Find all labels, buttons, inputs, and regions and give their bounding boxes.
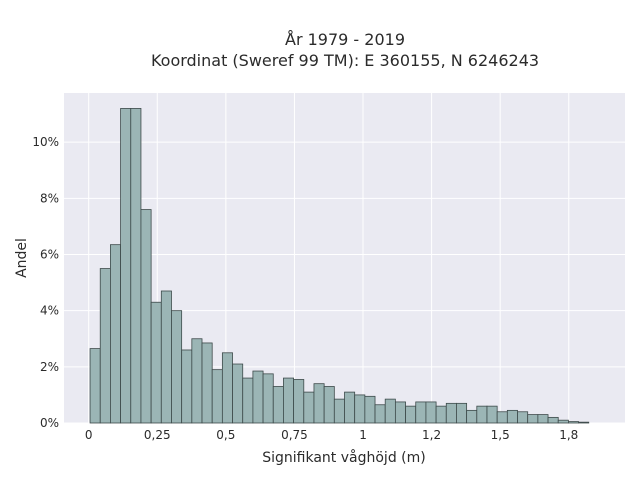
histogram-bar <box>323 386 335 424</box>
histogram-bar <box>252 370 264 424</box>
y-axis-label: Andel <box>14 238 30 278</box>
x-tick-label: 0,75 <box>281 428 308 442</box>
y-tick-label: 6% <box>40 247 59 261</box>
histogram-bar <box>354 394 366 424</box>
histogram-bar <box>171 310 183 424</box>
y-tick-label: 8% <box>40 191 59 205</box>
histogram-bar <box>557 419 569 424</box>
x-tick-label: 1 <box>359 428 367 442</box>
histogram-bar <box>344 391 356 424</box>
histogram-bar <box>384 398 396 424</box>
y-tick-label: 10% <box>32 135 59 149</box>
y-tick-label: 2% <box>40 360 59 374</box>
histogram-bar <box>130 108 142 424</box>
x-axis-label: Signifikant våghöjd (m) <box>262 449 425 466</box>
histogram-bar <box>272 386 284 424</box>
histogram-bar <box>486 405 498 424</box>
histogram-bar <box>415 401 427 424</box>
chart-title-line2: Koordinat (Sweref 99 TM): E 360155, N 62… <box>151 51 539 70</box>
y-tick-label: 0% <box>40 416 59 430</box>
x-tick-label: 1,2 <box>422 428 441 442</box>
histogram-bar <box>221 352 233 424</box>
histogram-bar <box>364 395 376 424</box>
histogram-bar <box>211 369 223 424</box>
histogram-bar <box>517 411 529 424</box>
histogram-bar <box>89 348 101 424</box>
y-tick-label: 4% <box>40 304 59 318</box>
bars <box>89 108 590 424</box>
histogram-bar <box>262 373 274 424</box>
histogram-bar <box>333 398 345 424</box>
histogram-bar <box>425 401 437 424</box>
histogram-bar <box>547 416 559 424</box>
histogram-bar <box>456 402 468 424</box>
histogram-bar <box>435 405 447 424</box>
x-tick-label: 0 <box>85 428 93 442</box>
y-tick-labels: 0% 2% 4% 6% 8% 10% <box>32 135 59 430</box>
histogram-bar <box>232 363 244 424</box>
histogram-bar <box>506 409 518 424</box>
x-tick-label: 0,5 <box>216 428 235 442</box>
histogram-bar <box>578 421 590 424</box>
histogram-bar <box>537 414 549 424</box>
histogram-bar <box>242 377 254 424</box>
histogram-bar <box>394 401 406 424</box>
histogram-bar <box>445 402 457 424</box>
histogram-bar <box>405 405 417 424</box>
histogram-bar <box>181 349 193 424</box>
histogram-bar <box>160 290 172 424</box>
histogram-bar <box>293 379 305 424</box>
histogram-bar <box>466 409 478 424</box>
histogram-bar <box>476 405 488 424</box>
histogram-bar <box>191 338 203 424</box>
histogram-bar <box>527 414 539 424</box>
histogram-bar <box>140 209 152 424</box>
chart-title-line1: År 1979 - 2019 <box>285 30 405 49</box>
histogram-bar <box>283 377 295 424</box>
histogram-bar <box>303 391 315 424</box>
histogram-bar <box>313 383 325 424</box>
histogram-bar <box>568 421 579 424</box>
x-tick-labels: 0 0,25 0,5 0,75 1 1,2 1,5 1,8 <box>85 428 578 442</box>
histogram-bar <box>99 268 111 424</box>
histogram-bar <box>110 244 121 424</box>
histogram-bar <box>201 342 213 424</box>
histogram-bar <box>150 301 162 424</box>
histogram-bar <box>120 108 132 424</box>
x-tick-label: 1,5 <box>491 428 510 442</box>
x-tick-label: 1,8 <box>559 428 578 442</box>
histogram-bar <box>496 411 508 424</box>
histogram-bar <box>374 404 386 424</box>
x-tick-label: 0,25 <box>144 428 171 442</box>
